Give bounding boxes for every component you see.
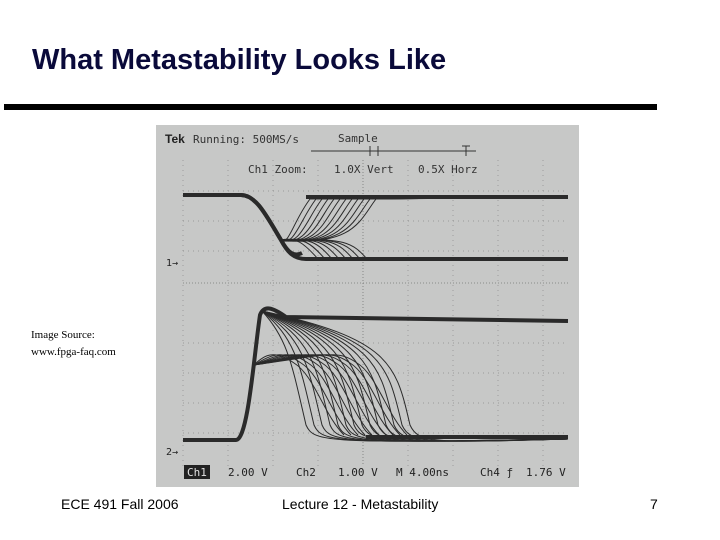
ch1-trace-return xyxy=(280,196,569,242)
ch1-trace-return xyxy=(280,196,569,242)
ch1-trace-return xyxy=(280,196,569,242)
ch2-trace-high xyxy=(183,306,569,442)
ch1-trace-return xyxy=(280,196,569,242)
scope-zoom-vert: 1.0X Vert xyxy=(334,163,394,176)
oscilloscope-screenshot: Tek Running: 500MS/s Sample Ch1 Zoom: 1.… xyxy=(156,125,579,487)
scope-graticule xyxy=(182,160,568,466)
footer-page-number: 7 xyxy=(650,496,658,512)
ch1-trace-return xyxy=(280,196,569,242)
trigger-level: 1.76 V xyxy=(526,466,566,479)
ch1-trace-low xyxy=(183,193,568,261)
ch2-trace-meta xyxy=(253,354,394,436)
ch2-trace-meta xyxy=(253,354,408,436)
ch2-trace-meta xyxy=(253,354,359,436)
ch2-trace-meta xyxy=(253,354,366,436)
ch1-trace-return xyxy=(280,196,569,242)
ch2-trace-meta xyxy=(253,354,387,436)
scope-acq-mode: Sample xyxy=(338,132,378,145)
scope-brand: Tek xyxy=(165,132,185,146)
scope-center-axes xyxy=(183,160,568,466)
ch2-trace-meta xyxy=(253,354,401,436)
image-source-url: www.fpga-faq.com xyxy=(31,346,116,358)
ch1-trace-return xyxy=(280,196,569,242)
slide-title: What Metastability Looks Like xyxy=(32,44,447,76)
ch2-ground-marker: 2→ xyxy=(166,447,178,458)
image-source-note: Image Source: www.fpga-faq.com xyxy=(31,327,116,361)
ch1-label-box xyxy=(184,465,210,479)
ch2-trace-meta xyxy=(253,354,345,436)
footer-course: ECE 491 Fall 2006 xyxy=(61,496,179,512)
ch2-trace-meta xyxy=(253,354,380,436)
acquisition-window-marker xyxy=(311,145,476,156)
ch2-trace-fall xyxy=(261,310,569,442)
ch1-trace-dip xyxy=(183,193,303,257)
trigger-source: Ch4 ƒ xyxy=(480,466,513,479)
ch2-scale: 1.00 V xyxy=(338,466,378,479)
ch1-trace-settle xyxy=(280,238,368,260)
ch1-trace-return xyxy=(280,196,569,242)
ch1-trace-return xyxy=(280,196,569,242)
timebase-readout: M 4.00ns xyxy=(396,466,449,479)
image-source-label: Image Source: xyxy=(31,329,95,341)
scope-zoom-label: Ch1 Zoom: xyxy=(248,163,308,176)
ch1-ground-marker: 1→ xyxy=(166,258,178,269)
scope-status: Running: 500MS/s xyxy=(193,133,299,146)
ch2-label: Ch2 xyxy=(296,466,316,479)
scope-waveforms xyxy=(183,193,569,442)
ch1-scale: 2.00 V xyxy=(228,466,268,479)
ch1-label: Ch1 xyxy=(187,466,207,479)
footer-lecture: Lecture 12 - Metastability xyxy=(282,496,439,512)
ch2-trace-meta xyxy=(253,354,373,436)
ch1-trace-return xyxy=(280,196,569,242)
ch1-trace-return xyxy=(280,196,569,242)
title-underline xyxy=(4,104,657,110)
ch2-trace-fall xyxy=(261,310,569,442)
scope-zoom-horz: 0.5X Horz xyxy=(418,163,478,176)
ch2-trace-meta xyxy=(253,354,352,436)
ch1-trace-return xyxy=(280,196,569,242)
